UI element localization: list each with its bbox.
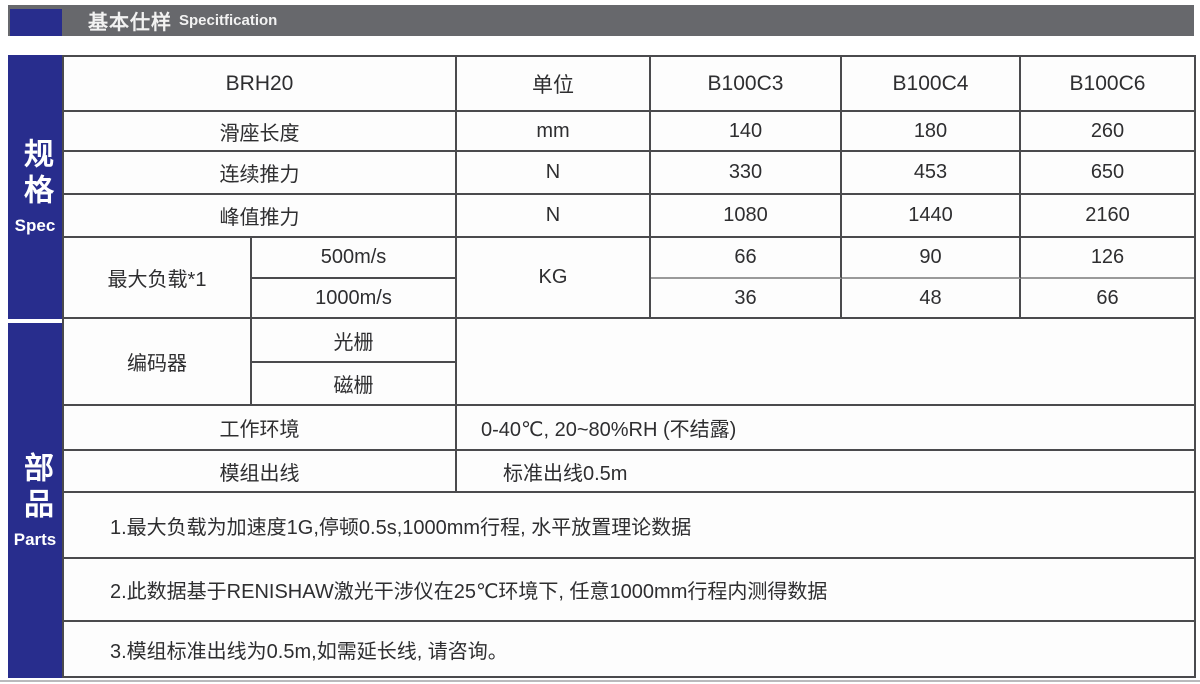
title-bar-blue-chip [10,8,62,36]
cell-encoder-label: 编码器 [64,319,252,406]
cell-encoder-optical: 光栅 [252,319,457,363]
cell-cont-thrust-b100c6: 650 [1021,152,1194,195]
cell-max-load-1000-label: 1000m/s [252,279,457,319]
cell-peak-thrust-b100c6: 2160 [1021,195,1194,238]
note-1: 1.最大负载为加速度1G,停顿0.5s,1000mm行程, 水平放置理论数据 [64,493,1194,559]
cell-cont-thrust-b100c4: 453 [842,152,1021,195]
cell-model-b100c6: B100C6 [1021,57,1194,112]
sidebar-spec-label-cn: 规格 [19,138,52,210]
sidebar-parts-label-cn: 部品 [19,451,52,524]
cell-slide-length-unit: mm [457,112,651,152]
cell-peak-thrust-unit: N [457,195,651,238]
cell-max-load-1000-b100c6: 66 [1021,279,1194,319]
cell-environment-value: 0-40℃, 20~80%RH (不结露) [457,406,1194,451]
cell-max-load-500-b100c3: 66 [651,238,842,279]
section-title-en: Specitfication [179,12,278,29]
section-title-cn: 基本仕样 [88,12,172,34]
cell-cont-thrust-unit: N [457,152,651,195]
cell-encoder-value-empty [457,319,1194,406]
cell-unit-header: 单位 [457,57,651,112]
cell-model-b100c4: B100C4 [842,57,1021,112]
cell-max-load-500-label: 500m/s [252,238,457,279]
sidebar-parts-label-en: Parts [13,529,57,549]
cell-peak-thrust-b100c3: 1080 [651,195,842,238]
sidebar-section-spec: 规格 Spec [8,55,62,319]
cell-product-model: BRH20 [64,57,457,112]
note-2: 2.此数据基于RENISHAW激光干涉仪在25℃环境下, 任意1000mm行程内… [64,559,1194,622]
cell-cable-value: 标准出线0.5m [457,451,1194,493]
cell-cont-thrust-label: 连续推力 [64,152,457,195]
cell-max-load-1000-b100c3: 36 [651,279,842,319]
cell-peak-thrust-b100c4: 1440 [842,195,1021,238]
section-title-bar: 基本仕样 Specitfication [8,5,1194,36]
cell-slide-length-b100c3: 140 [651,112,842,152]
cell-max-load-label: 最大负载*1 [64,238,252,319]
spec-table-wrapper: 规格 Spec 部品 Parts BRH20 单位 B100C3 B100C4 … [8,55,1196,678]
page-bottom-border [0,680,1200,682]
cell-peak-thrust-label: 峰值推力 [64,195,457,238]
cell-encoder-magnetic: 磁栅 [252,363,457,406]
cell-slide-length-b100c6: 260 [1021,112,1194,152]
cell-cable-label: 模组出线 [64,451,457,493]
cell-cont-thrust-b100c3: 330 [651,152,842,195]
category-sidebar: 规格 Spec 部品 Parts [8,55,62,678]
cell-max-load-1000-b100c4: 48 [842,279,1021,319]
note-3: 3.模组标准出线为0.5m,如需延长线, 请咨询。 [110,640,508,663]
sidebar-spec-label-en: Spec [14,216,56,235]
cell-max-load-unit: KG [457,238,651,319]
cell-environment-label: 工作环境 [64,406,457,451]
cell-max-load-500-b100c4: 90 [842,238,1021,279]
cell-slide-length-label: 滑座长度 [64,112,457,152]
sidebar-section-parts: 部品 Parts [8,323,62,678]
sidebar-divider [8,319,62,323]
cell-max-load-500-b100c6: 126 [1021,238,1194,279]
cell-slide-length-b100c4: 180 [842,112,1021,152]
cell-model-b100c3: B100C3 [651,57,842,112]
spec-table: BRH20 单位 B100C3 B100C4 B100C6 滑座长度 mm 14… [62,55,1196,678]
